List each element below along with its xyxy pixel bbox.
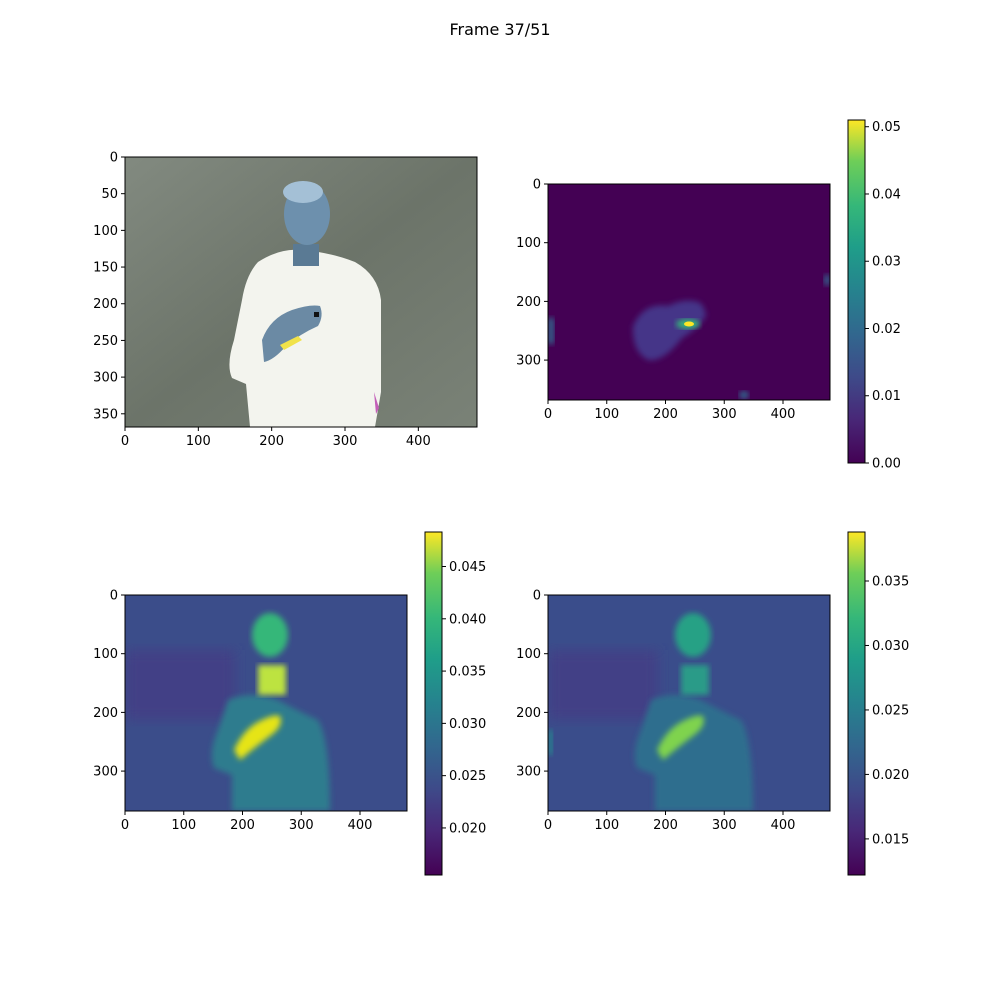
x-tick-label: 400 bbox=[348, 818, 373, 833]
y-tick-label: 100 bbox=[93, 224, 118, 239]
x-tick-label: 0 bbox=[544, 407, 552, 422]
x-tick-label: 100 bbox=[594, 407, 619, 422]
colorbar-tick-label: 0.00 bbox=[872, 457, 901, 472]
y-tick-label: 250 bbox=[93, 334, 118, 349]
y-tick-label: 0 bbox=[533, 178, 541, 193]
y-tick-label: 300 bbox=[516, 765, 541, 780]
y-tick-label: 300 bbox=[93, 371, 118, 386]
heatmap-image bbox=[548, 184, 830, 400]
y-tick-label: 100 bbox=[516, 236, 541, 251]
heatmap-image bbox=[125, 595, 407, 811]
axis-top-right: 0 100 200 300 400 0 100 200 300 bbox=[516, 178, 795, 423]
x-tick-label: 100 bbox=[186, 434, 211, 449]
colorbar-tick-label: 0.03 bbox=[872, 255, 901, 270]
x-tick-label: 200 bbox=[653, 818, 678, 833]
x-tick-label: 400 bbox=[406, 434, 431, 449]
figure-title: Frame 37/51 bbox=[449, 20, 550, 39]
colorbar-top-right: 0.00 0.01 0.02 0.03 0.04 0.05 bbox=[847, 119, 901, 472]
colorbar-tick-label: 0.030 bbox=[449, 717, 486, 732]
colorbar-tick-label: 0.01 bbox=[872, 389, 901, 404]
colorbar-tick-label: 0.040 bbox=[449, 612, 486, 627]
y-tick-label: 50 bbox=[101, 187, 118, 202]
y-tick-label: 300 bbox=[516, 354, 541, 369]
y-tick-label: 150 bbox=[93, 261, 118, 276]
colorbar-tick-label: 0.030 bbox=[872, 639, 909, 654]
colorbar-tick-label: 0.025 bbox=[872, 703, 909, 718]
y-tick-label: 200 bbox=[516, 295, 541, 310]
colorbar-bottom-left: 0.020 0.025 0.030 0.035 0.040 0.045 bbox=[424, 531, 486, 876]
x-tick-label: 300 bbox=[333, 434, 358, 449]
colorbar-tick-label: 0.020 bbox=[872, 768, 909, 783]
x-tick-label: 200 bbox=[230, 818, 255, 833]
colorbar-tick-label: 0.04 bbox=[872, 187, 901, 202]
colorbar-tick-label: 0.035 bbox=[872, 575, 909, 590]
colorbar-tick-label: 0.02 bbox=[872, 322, 901, 337]
colorbar-bottom-right: 0.015 0.020 0.025 0.030 0.035 bbox=[847, 531, 909, 876]
y-tick-label: 100 bbox=[93, 647, 118, 662]
panel-top-right: 0 100 200 300 400 0 100 200 300 0.00 0.01 0.02 0.03… bbox=[516, 119, 901, 472]
x-tick-label: 400 bbox=[771, 818, 796, 833]
x-tick-label: 300 bbox=[712, 818, 737, 833]
axis-bottom-left: 0 100 200 300 400 0 100 200 300 bbox=[93, 589, 372, 834]
x-tick-label: 100 bbox=[594, 818, 619, 833]
x-tick-label: 300 bbox=[289, 818, 314, 833]
y-tick-label: 200 bbox=[516, 706, 541, 721]
x-tick-label: 100 bbox=[171, 818, 196, 833]
y-tick-label: 0 bbox=[110, 589, 118, 604]
y-tick-label: 0 bbox=[110, 151, 118, 166]
x-tick-label: 300 bbox=[712, 407, 737, 422]
y-tick-label: 0 bbox=[533, 589, 541, 604]
axis-top-left: 0 100 200 300 400 0 50 100 150 200 250 300 350 bbox=[93, 151, 431, 450]
x-tick-label: 0 bbox=[544, 818, 552, 833]
y-tick-label: 350 bbox=[93, 407, 118, 422]
axis-bottom-right: 0 100 200 300 400 0 100 200 300 bbox=[516, 589, 795, 834]
x-tick-label: 0 bbox=[121, 434, 129, 449]
colorbar-tick-label: 0.015 bbox=[872, 832, 909, 847]
x-tick-label: 0 bbox=[121, 818, 129, 833]
colorbar-tick-label: 0.020 bbox=[449, 821, 486, 836]
y-tick-label: 200 bbox=[93, 297, 118, 312]
y-tick-label: 300 bbox=[93, 765, 118, 780]
colorbar-tick-label: 0.035 bbox=[449, 665, 486, 680]
x-tick-label: 400 bbox=[771, 407, 796, 422]
colorbar-tick-label: 0.05 bbox=[872, 120, 901, 135]
x-tick-label: 200 bbox=[653, 407, 678, 422]
frame-image bbox=[125, 157, 477, 427]
y-tick-label: 100 bbox=[516, 647, 541, 662]
colorbar-tick-label: 0.025 bbox=[449, 769, 486, 784]
panel-top-left: 0 100 200 300 400 0 50 100 150 200 250 300 350 bbox=[93, 151, 478, 450]
y-tick-label: 200 bbox=[93, 706, 118, 721]
x-tick-label: 200 bbox=[259, 434, 284, 449]
heatmap-image bbox=[548, 595, 830, 811]
colorbar-tick-label: 0.045 bbox=[449, 560, 486, 575]
